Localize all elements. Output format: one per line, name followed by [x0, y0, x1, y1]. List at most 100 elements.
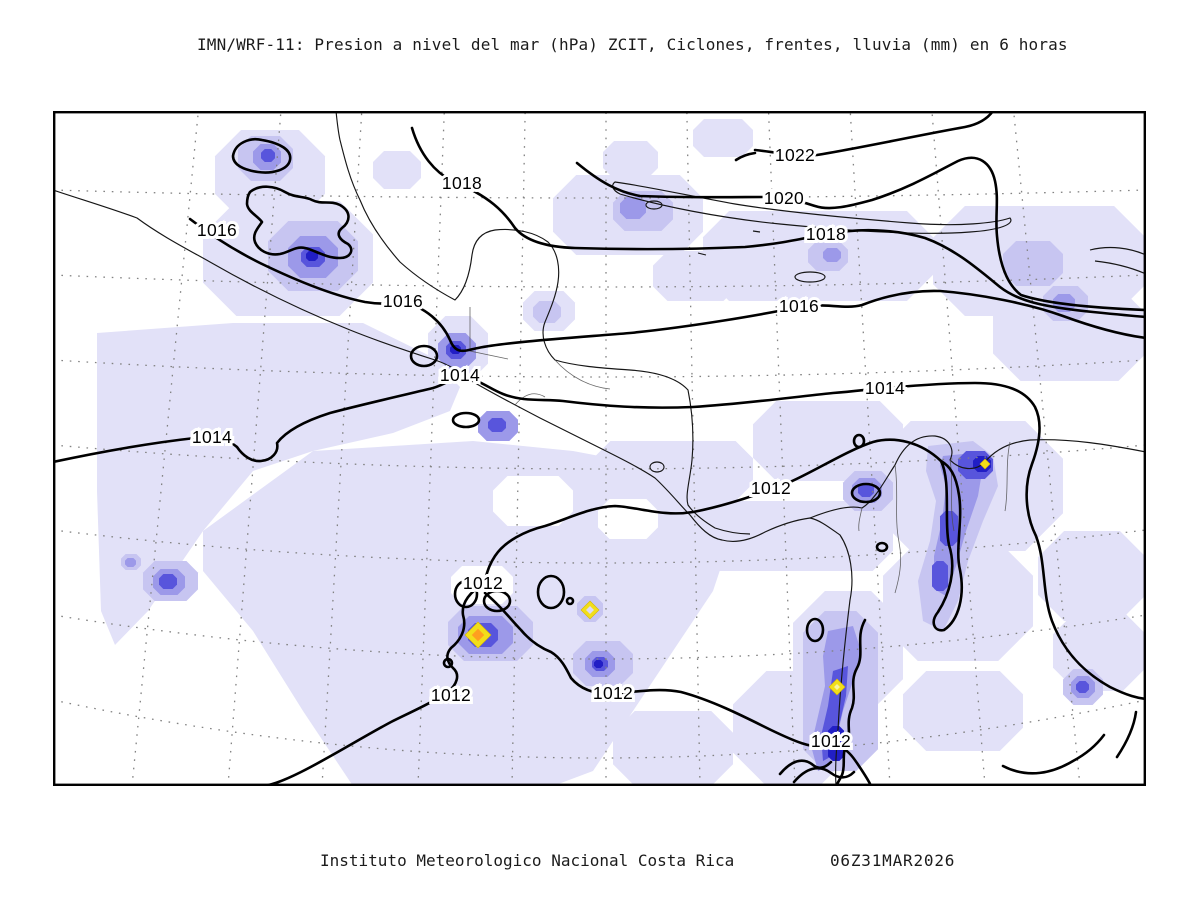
graticule-grid [53, 111, 1146, 786]
rain-max-diamond [979, 458, 991, 470]
isobar-small-loop-f [442, 657, 454, 669]
rain-area-l4 [858, 483, 874, 497]
isobar-value-label: 1018 [442, 173, 482, 193]
meridian-line [227, 111, 282, 786]
isobar-1016-oval [409, 344, 439, 368]
coastline-mexico-pacific [53, 189, 853, 786]
rain-area-l1 [693, 119, 753, 157]
isobar-contours [53, 111, 1146, 786]
rain-area-l5 [594, 660, 603, 668]
isobar-value-label: 1018 [806, 224, 846, 244]
precipitation-shading [97, 119, 1146, 786]
coastlines [53, 111, 1146, 786]
footer-timestamp: 06Z31MAR2026 [830, 851, 956, 870]
isobar-small-loop-h [875, 541, 889, 553]
isobar-value-label: 1014 [440, 365, 480, 385]
rain-area-l1 [673, 501, 893, 571]
rain-area-l4 [261, 149, 275, 162]
isobar-small-loop-i [852, 433, 866, 449]
isobar-small-loop-a [453, 579, 479, 609]
isobar-1016-path [188, 217, 1146, 353]
coastline-hispaniola [1089, 246, 1146, 275]
rain-area-l1 [1038, 531, 1146, 621]
rain-area-l4 [159, 574, 177, 589]
rain-area-l1 [903, 671, 1023, 751]
page-title: IMN/WRF-11: Presion a nivel del mar (hPa… [197, 35, 1068, 54]
rain-area-l3 [620, 197, 646, 219]
isobar-small-loop-b [482, 589, 512, 613]
isobar-value-label: 1014 [865, 378, 905, 398]
rain-max-core [586, 606, 594, 614]
meridian-line [686, 111, 701, 786]
rain-area-l0 [493, 476, 573, 526]
rain-max-core [834, 684, 840, 690]
coastline-gulf-yucatan [335, 111, 751, 535]
meridian-line [417, 111, 445, 786]
rain-area-l1 [613, 711, 733, 786]
isobar-value-label: 1012 [811, 731, 851, 751]
rain-area-l4 [488, 418, 506, 432]
lake-nicaragua [649, 461, 665, 473]
coastline-south-america [809, 435, 1146, 519]
rain-area-l1 [653, 251, 738, 301]
isobar-1012-colombia-loop [932, 459, 964, 632]
rain-area-l1 [603, 141, 658, 179]
rain-area-l3 [125, 558, 136, 567]
rain-area-l3 [823, 248, 841, 262]
meridian-line [511, 111, 526, 786]
rain-area-l0 [598, 499, 658, 539]
isobar-1012-east [483, 591, 873, 786]
isobar-1012-chevrons [778, 759, 856, 784]
parallel-line [53, 189, 1146, 199]
island-jamaica [794, 271, 826, 283]
isobar-1016-loop-a [231, 137, 292, 174]
isobar-1018-path [410, 126, 1146, 319]
isobar-value-label: 1020 [764, 188, 804, 208]
meridian-line [931, 111, 986, 786]
meridian-line [321, 111, 363, 786]
rain-area-l1 [753, 401, 903, 481]
rain-area-l4 [1076, 681, 1089, 693]
isobar-value-label: 1012 [463, 573, 503, 593]
rain-area-l5 [306, 251, 318, 261]
rain-area-l1 [993, 286, 1146, 381]
rain-area-l1 [593, 441, 753, 501]
isobar-value-label: 1016 [383, 291, 423, 311]
map-border [53, 111, 1146, 786]
meridian-line [849, 111, 891, 786]
isobar-value-label: 1016 [197, 220, 237, 240]
rain-area-l5 [828, 726, 844, 761]
coastline-cuba [612, 181, 1012, 234]
isobar-1012-main [253, 438, 943, 786]
isobar-value-label: 1014 [192, 427, 232, 447]
isobar-1016-loop-b [245, 185, 353, 260]
isobar-value-label: 1012 [751, 478, 791, 498]
isobar-value-label: 1012 [593, 683, 633, 703]
map-frame: 1022 1020 1018 1018 1016 1016 1016 1014 1014 1014… [53, 111, 1146, 786]
isobar-1014-arc-se [1001, 710, 1138, 775]
isobar-value-label: 1012 [431, 685, 471, 705]
isobar-small-loop-c [536, 574, 566, 610]
isobar-value-label: 1016 [779, 296, 819, 316]
parallel-line [53, 444, 1146, 470]
parallel-line [53, 359, 1146, 378]
rain-area-l4 [940, 511, 958, 546]
isobar-small-loop-g [850, 482, 882, 504]
isobar-value-label: 1022 [775, 145, 815, 165]
isobar-small-loop-dot [565, 596, 575, 606]
isobar-small-loop-d [805, 617, 825, 643]
rain-area-l2 [1003, 241, 1063, 286]
isobar-1020-path [575, 156, 1146, 312]
rain-area-l1 [373, 151, 421, 189]
rain-area-l2 [533, 301, 561, 323]
footer-institute: Instituto Meteorologico Nacional Costa R… [320, 851, 735, 870]
parallel-line [53, 274, 1146, 288]
isobar-small-loop-e [451, 411, 481, 429]
rain-max-core [471, 628, 485, 642]
rain-max-markers [464, 458, 991, 696]
isobar-1022-path [734, 111, 995, 162]
island-juventud [645, 200, 663, 210]
